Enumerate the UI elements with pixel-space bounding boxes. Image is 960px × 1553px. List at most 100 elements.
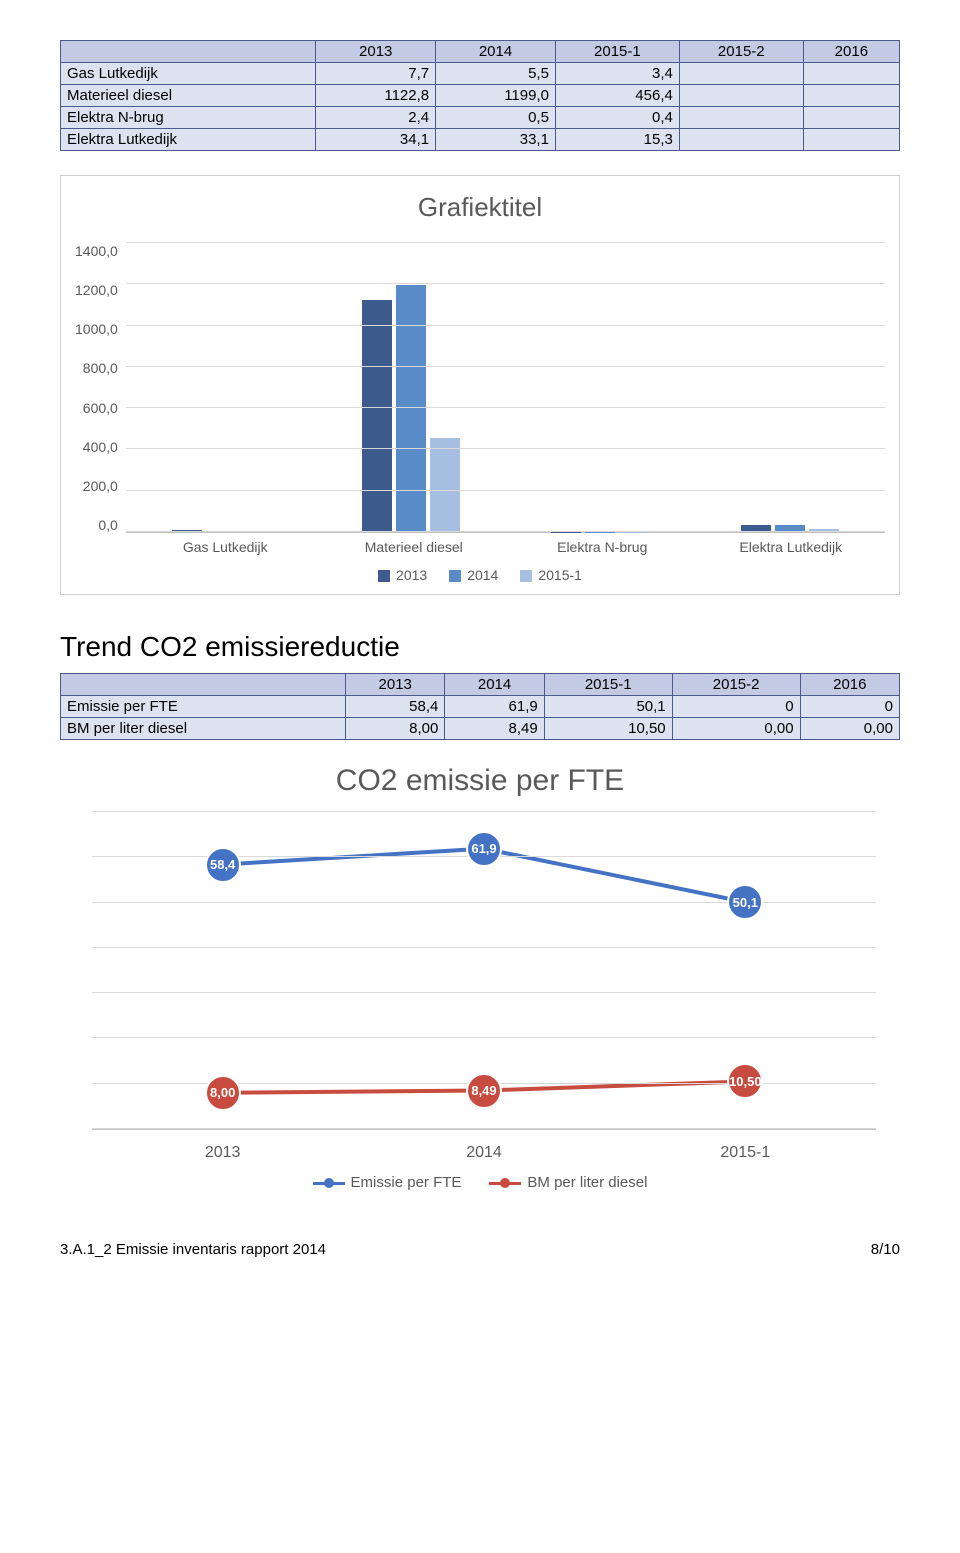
table-header-cell: 2015-1: [555, 41, 679, 63]
table-header-cell: [61, 41, 316, 63]
table-cell: 15,3: [555, 129, 679, 151]
line-chart-co2: CO2 emissie per FTE 58,461,950,18,008,49…: [60, 764, 900, 1191]
table-row: Gas Lutkedijk7,75,53,4: [61, 63, 900, 85]
table-cell: [679, 85, 803, 107]
table-cell: 58,4: [346, 696, 445, 718]
table-cell: 3,4: [555, 63, 679, 85]
table-cell: [803, 85, 899, 107]
table-row: Elektra N-brug2,40,50,4: [61, 107, 900, 129]
page-footer: 3.A.1_2 Emissie inventaris rapport 2014 …: [60, 1241, 900, 1258]
gridline: [92, 811, 876, 812]
x-tick-label: 2013: [92, 1144, 353, 1162]
table-header-cell: 2013: [346, 674, 445, 696]
footer-right: 8/10: [871, 1241, 900, 1258]
legend-swatch: [449, 570, 461, 582]
footer-left: 3.A.1_2 Emissie inventaris rapport 2014: [60, 1241, 326, 1258]
table-cell: 456,4: [555, 85, 679, 107]
y-tick-label: 200,0: [83, 478, 118, 494]
table-cell: 5,5: [436, 63, 556, 85]
legend-item: 2014: [449, 567, 498, 583]
table-header-cell: 2016: [803, 41, 899, 63]
line-chart-plot: 58,461,950,18,008,4910,50: [92, 812, 876, 1130]
gridline: [126, 242, 885, 243]
table-emissie: 201320142015-12015-22016 Emissie per FTE…: [60, 673, 900, 740]
y-tick-label: 0,0: [98, 517, 117, 533]
bar-group: [505, 243, 695, 532]
bar-chart-plot: [126, 243, 885, 533]
table-header-cell: 2016: [800, 674, 899, 696]
bar: [362, 300, 392, 532]
gridline: [126, 448, 885, 449]
table-row-label: Elektra Lutkedijk: [61, 129, 316, 151]
table-cell: 0: [672, 696, 800, 718]
table-header-cell: 2014: [445, 674, 544, 696]
table-cell: 0: [800, 696, 899, 718]
table-cell: 0,00: [800, 718, 899, 740]
legend-item: 2013: [378, 567, 427, 583]
table-row-label: Gas Lutkedijk: [61, 63, 316, 85]
gridline: [126, 283, 885, 284]
table-cell: 1122,8: [316, 85, 436, 107]
bar-chart-grafiektitel: Grafiektitel 1400,0 1200,0 1000,0 800,0 600,…: [60, 175, 900, 595]
legend-item: BM per liter diesel: [489, 1174, 647, 1191]
table-cell: 8,49: [445, 718, 544, 740]
y-tick-label: 800,0: [83, 360, 118, 376]
line-chart-x-labels: 201320142015-1: [92, 1144, 876, 1162]
table-header-cell: [61, 674, 346, 696]
table-header-cell: 2015-1: [544, 674, 672, 696]
x-tick-label: 2015-1: [615, 1144, 876, 1162]
table-cell: 0,00: [672, 718, 800, 740]
table-row-label: BM per liter diesel: [61, 718, 346, 740]
table-cell: 50,1: [544, 696, 672, 718]
bar: [396, 285, 426, 533]
bar-group: [316, 243, 506, 532]
y-tick-label: 1400,0: [75, 243, 118, 259]
legend-swatch: [520, 570, 532, 582]
bar-chart-y-axis: 1400,0 1200,0 1000,0 800,0 600,0 400,0 200,0 0,…: [75, 243, 126, 533]
table-cell: 0,5: [436, 107, 556, 129]
gridline: [92, 992, 876, 993]
table-cell: 34,1: [316, 129, 436, 151]
table-cell: [803, 107, 899, 129]
x-tick-label: Elektra N-brug: [508, 539, 697, 555]
x-tick-label: Materieel diesel: [320, 539, 509, 555]
y-tick-label: 400,0: [83, 439, 118, 455]
table-row-label: Emissie per FTE: [61, 696, 346, 718]
table-gas-diesel: 201320142015-12015-22016 Gas Lutkedijk7,…: [60, 40, 900, 151]
legend-swatch: [378, 570, 390, 582]
table-header-cell: 2015-2: [679, 41, 803, 63]
legend-swatch: [489, 1176, 521, 1190]
bar-chart-legend: 201320142015-1: [75, 567, 885, 583]
gridline: [126, 531, 885, 532]
table-cell: 1199,0: [436, 85, 556, 107]
y-tick-label: 1000,0: [75, 321, 118, 337]
data-marker: 10,50: [727, 1063, 763, 1099]
table-cell: [679, 63, 803, 85]
table-row-label: Materieel diesel: [61, 85, 316, 107]
table-row-label: Elektra N-brug: [61, 107, 316, 129]
table-cell: 10,50: [544, 718, 672, 740]
table-row: BM per liter diesel8,008,4910,500,000,00: [61, 718, 900, 740]
table-cell: [679, 107, 803, 129]
bar-group: [695, 243, 885, 532]
gridline: [126, 407, 885, 408]
table-cell: 33,1: [436, 129, 556, 151]
table-header-cell: 2014: [436, 41, 556, 63]
table-header-cell: 2013: [316, 41, 436, 63]
y-tick-label: 1200,0: [75, 282, 118, 298]
data-marker: 61,9: [466, 831, 502, 867]
trend-heading: Trend CO2 emissiereductie: [60, 631, 900, 663]
x-tick-label: Elektra Lutkedijk: [697, 539, 886, 555]
table-cell: [679, 129, 803, 151]
data-marker: 58,4: [205, 847, 241, 883]
gridline: [126, 366, 885, 367]
line-chart-title: CO2 emissie per FTE: [70, 764, 890, 798]
y-tick-label: 600,0: [83, 400, 118, 416]
table-cell: 8,00: [346, 718, 445, 740]
table-cell: 2,4: [316, 107, 436, 129]
gridline: [92, 1128, 876, 1129]
bar-chart-x-labels: Gas LutkedijkMaterieel dieselElektra N-b…: [131, 539, 885, 555]
data-marker: 8,00: [205, 1075, 241, 1111]
bar-chart-title: Grafiektitel: [75, 192, 885, 223]
table-row: Materieel diesel1122,81199,0456,4: [61, 85, 900, 107]
